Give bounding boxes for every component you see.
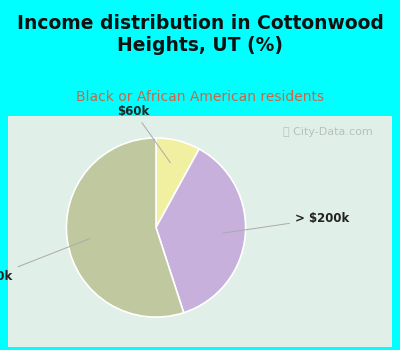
Wedge shape [156,138,199,228]
Text: Black or African American residents: Black or African American residents [76,90,324,104]
Wedge shape [66,138,184,317]
Text: > $200k: > $200k [223,212,349,233]
FancyBboxPatch shape [0,111,400,350]
Wedge shape [156,149,246,313]
Text: $200k: $200k [0,239,90,283]
Text: $60k: $60k [118,105,170,163]
Text: ⓘ City-Data.com: ⓘ City-Data.com [283,127,373,137]
Text: Income distribution in Cottonwood
Heights, UT (%): Income distribution in Cottonwood Height… [16,14,384,55]
